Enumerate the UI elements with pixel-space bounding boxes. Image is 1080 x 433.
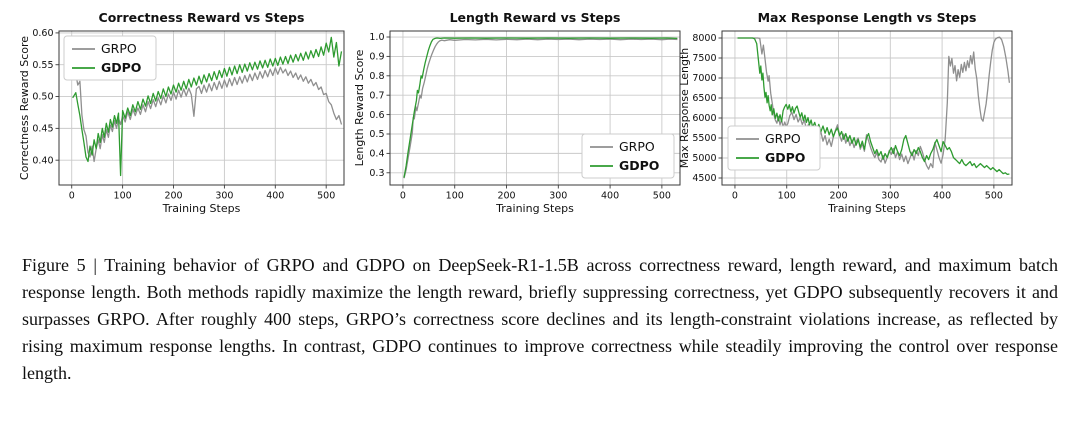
legend-label: GDPO bbox=[101, 60, 141, 75]
y-tick-label: 0.5 bbox=[369, 129, 384, 140]
y-axis-label: Length Reward Score bbox=[353, 49, 366, 166]
gdpo-line bbox=[72, 36, 343, 177]
legend-label: GRPO bbox=[765, 131, 801, 146]
x-tick-label: 300 bbox=[549, 191, 567, 202]
y-tick-label: 0.8 bbox=[369, 71, 384, 82]
y-tick-label: 7500 bbox=[692, 53, 716, 64]
x-tick-label: 100 bbox=[778, 191, 796, 202]
grpo-line bbox=[403, 38, 678, 179]
y-tick-label: 0.60 bbox=[32, 28, 53, 39]
y-tick-label: 0.9 bbox=[369, 52, 384, 63]
chart-title: Length Reward vs Steps bbox=[450, 10, 621, 25]
x-tick-label: 300 bbox=[881, 191, 899, 202]
grpo-line bbox=[737, 36, 1011, 170]
x-tick-label: 200 bbox=[164, 191, 182, 202]
y-tick-label: 1.0 bbox=[369, 32, 384, 43]
x-axis-label: Training Steps bbox=[827, 202, 906, 215]
y-tick-label: 0.45 bbox=[32, 124, 53, 135]
chart-1: 0 100 200 300 400 5000.400.450.500.550.60Corr… bbox=[18, 10, 345, 215]
x-axis-label: Training Steps bbox=[495, 202, 574, 215]
y-tick-label: 0.6 bbox=[369, 110, 384, 121]
y-tick-label: 0.7 bbox=[369, 90, 384, 101]
x-axis-label: Training Steps bbox=[162, 202, 241, 215]
legend-label: GDPO bbox=[619, 158, 659, 173]
charts-panel: 0 100 200 300 400 5000.400.450.500.550.60Corr… bbox=[18, 10, 1013, 215]
chart-3: 0 100 200 300 400 500 4500 5000 5500 6000 6500 7000… bbox=[678, 10, 1013, 215]
legend: GRPO GDPO bbox=[727, 125, 821, 171]
plot-border bbox=[389, 30, 681, 186]
x-tick-label: 100 bbox=[446, 191, 464, 202]
legend-box bbox=[63, 35, 157, 81]
gdpo-line bbox=[737, 37, 1010, 176]
chart-title: Correctness Reward vs Steps bbox=[99, 10, 305, 25]
y-tick-label: 0.4 bbox=[369, 149, 384, 160]
legend: GRPO GDPO bbox=[581, 133, 675, 179]
x-tick-label: 500 bbox=[317, 191, 335, 202]
y-tick-label: 6500 bbox=[692, 93, 716, 104]
legend-label: GDPO bbox=[765, 150, 805, 165]
x-tick-label: 300 bbox=[215, 191, 233, 202]
x-tick-label: 400 bbox=[933, 191, 951, 202]
plot-border bbox=[721, 30, 1013, 186]
x-tick-label: 100 bbox=[114, 191, 132, 202]
legend: GRPO GDPO bbox=[63, 35, 157, 81]
legend-label: GRPO bbox=[101, 41, 137, 56]
x-tick-label: 500 bbox=[985, 191, 1003, 202]
y-tick-label: 0.3 bbox=[369, 168, 384, 179]
grpo-line bbox=[72, 66, 343, 163]
x-tick-label: 0 bbox=[732, 191, 738, 202]
x-tick-label: 400 bbox=[266, 191, 284, 202]
x-tick-label: 500 bbox=[653, 191, 671, 202]
y-axis-label: Correctness Reward Score bbox=[18, 36, 31, 180]
legend-label: GRPO bbox=[619, 139, 655, 154]
chart-2: 0 100 200 300 400 500 0.3 0.4 0.5 0.6 0.7 0.8 0.9 1.0… bbox=[353, 10, 681, 215]
plot-border bbox=[58, 30, 345, 186]
x-tick-label: 200 bbox=[497, 191, 515, 202]
legend-box bbox=[727, 125, 821, 171]
figure-caption: Figure 5 | Training behavior of GRPO and… bbox=[22, 255, 1058, 383]
x-tick-label: 200 bbox=[829, 191, 847, 202]
y-tick-label: 5500 bbox=[692, 133, 716, 144]
y-tick-label: 4500 bbox=[692, 173, 716, 184]
x-tick-label: 400 bbox=[601, 191, 619, 202]
x-tick-label: 0 bbox=[400, 191, 406, 202]
y-tick-label: 8000 bbox=[692, 33, 716, 44]
y-tick-label: 0.40 bbox=[32, 155, 53, 166]
chart-title: Max Response Length vs Steps bbox=[758, 10, 977, 25]
y-tick-label: 6000 bbox=[692, 113, 716, 124]
y-tick-label: 0.50 bbox=[32, 92, 53, 103]
y-tick-label: 7000 bbox=[692, 73, 716, 84]
y-tick-label: 5000 bbox=[692, 153, 716, 164]
gdpo-line bbox=[403, 37, 678, 178]
y-axis-label: Max Response Length bbox=[678, 48, 691, 169]
y-tick-label: 0.55 bbox=[32, 60, 53, 71]
x-tick-label: 0 bbox=[69, 191, 75, 202]
legend-box bbox=[581, 133, 675, 179]
